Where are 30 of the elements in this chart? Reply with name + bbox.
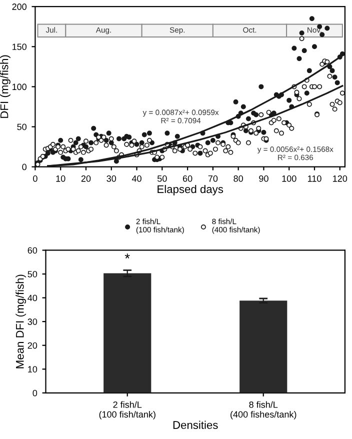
annotation: *: [124, 254, 130, 258]
x-axis-title: Elapsed days: [158, 184, 224, 196]
y-tick-label: 50: [28, 270, 38, 278]
x-tick-label: 60: [182, 175, 192, 182]
x-tick-label: 50: [157, 175, 167, 182]
y-tick-label: 0: [22, 164, 27, 170]
y-tick-label: 100: [12, 84, 27, 90]
x-tick-label: 110: [308, 175, 322, 182]
x-tick-label: 120: [333, 175, 348, 182]
x-tick-label: 80: [234, 175, 243, 182]
y-tick-label: 200: [12, 4, 27, 10]
x-tick-label: 10: [56, 175, 66, 182]
x-axis-title: Densities: [173, 420, 218, 429]
x-tick-label: 8 fish/L (400 fishes/tank): [230, 401, 296, 420]
y-tick-label: 150: [12, 44, 27, 50]
y-tick-label: 0: [32, 390, 38, 396]
x-tick-label: 40: [132, 175, 142, 182]
y-tick-label: 20: [28, 342, 38, 349]
y-tick-label: 50: [17, 124, 27, 130]
x-tick-label: 30: [106, 175, 116, 182]
y-tick-label: 40: [28, 294, 38, 302]
y-tick-label: 60: [28, 247, 38, 254]
x-tick-label: 100: [282, 175, 296, 182]
y-tick-label: 30: [28, 318, 38, 325]
x-tick-label: 70: [208, 175, 218, 182]
y-tick-label: 10: [28, 366, 38, 372]
x-tick-label: 20: [81, 175, 91, 182]
y-axis-title: Mean DFI (mg/fish): [16, 274, 26, 368]
y-axis-title: DFI (mg/fish): [0, 55, 10, 118]
x-tick-label: 90: [259, 175, 268, 182]
